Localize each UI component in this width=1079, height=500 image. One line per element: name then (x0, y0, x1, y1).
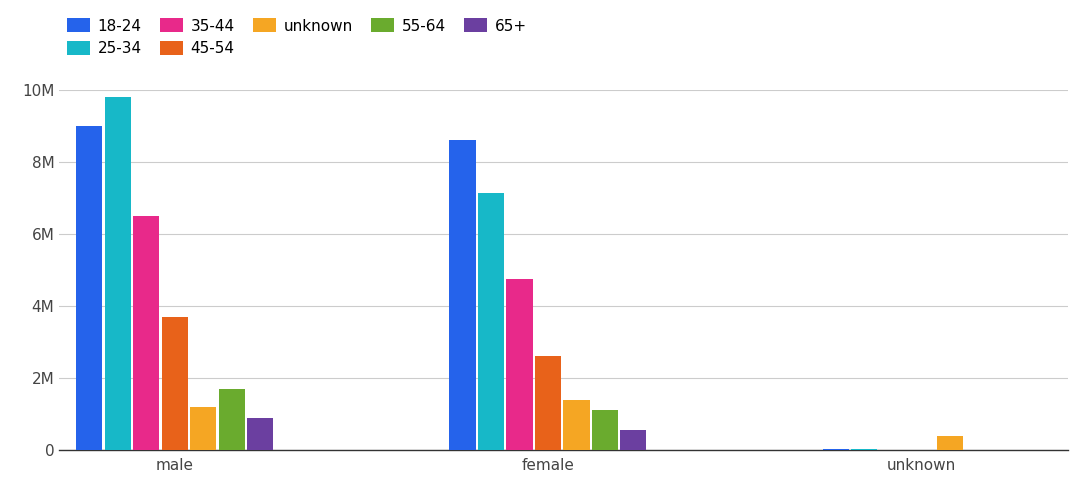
Bar (506, 279, 533, 450)
Legend: 18-24, 25-34, 35-44, 45-54, unknown, 55-64, 65+: 18-24, 25-34, 35-44, 45-54, unknown, 55-… (67, 18, 527, 56)
Bar (162, 317, 188, 450)
Bar (591, 410, 618, 450)
Bar (450, 140, 476, 450)
Bar (937, 436, 962, 450)
Bar (535, 356, 561, 450)
Bar (620, 430, 646, 450)
Bar (105, 97, 131, 450)
Bar (851, 449, 877, 450)
Bar (77, 126, 103, 450)
Bar (478, 192, 504, 450)
Bar (133, 216, 160, 450)
Bar (247, 418, 273, 450)
Bar (822, 449, 849, 450)
Bar (219, 389, 245, 450)
Bar (563, 400, 589, 450)
Bar (190, 407, 216, 450)
